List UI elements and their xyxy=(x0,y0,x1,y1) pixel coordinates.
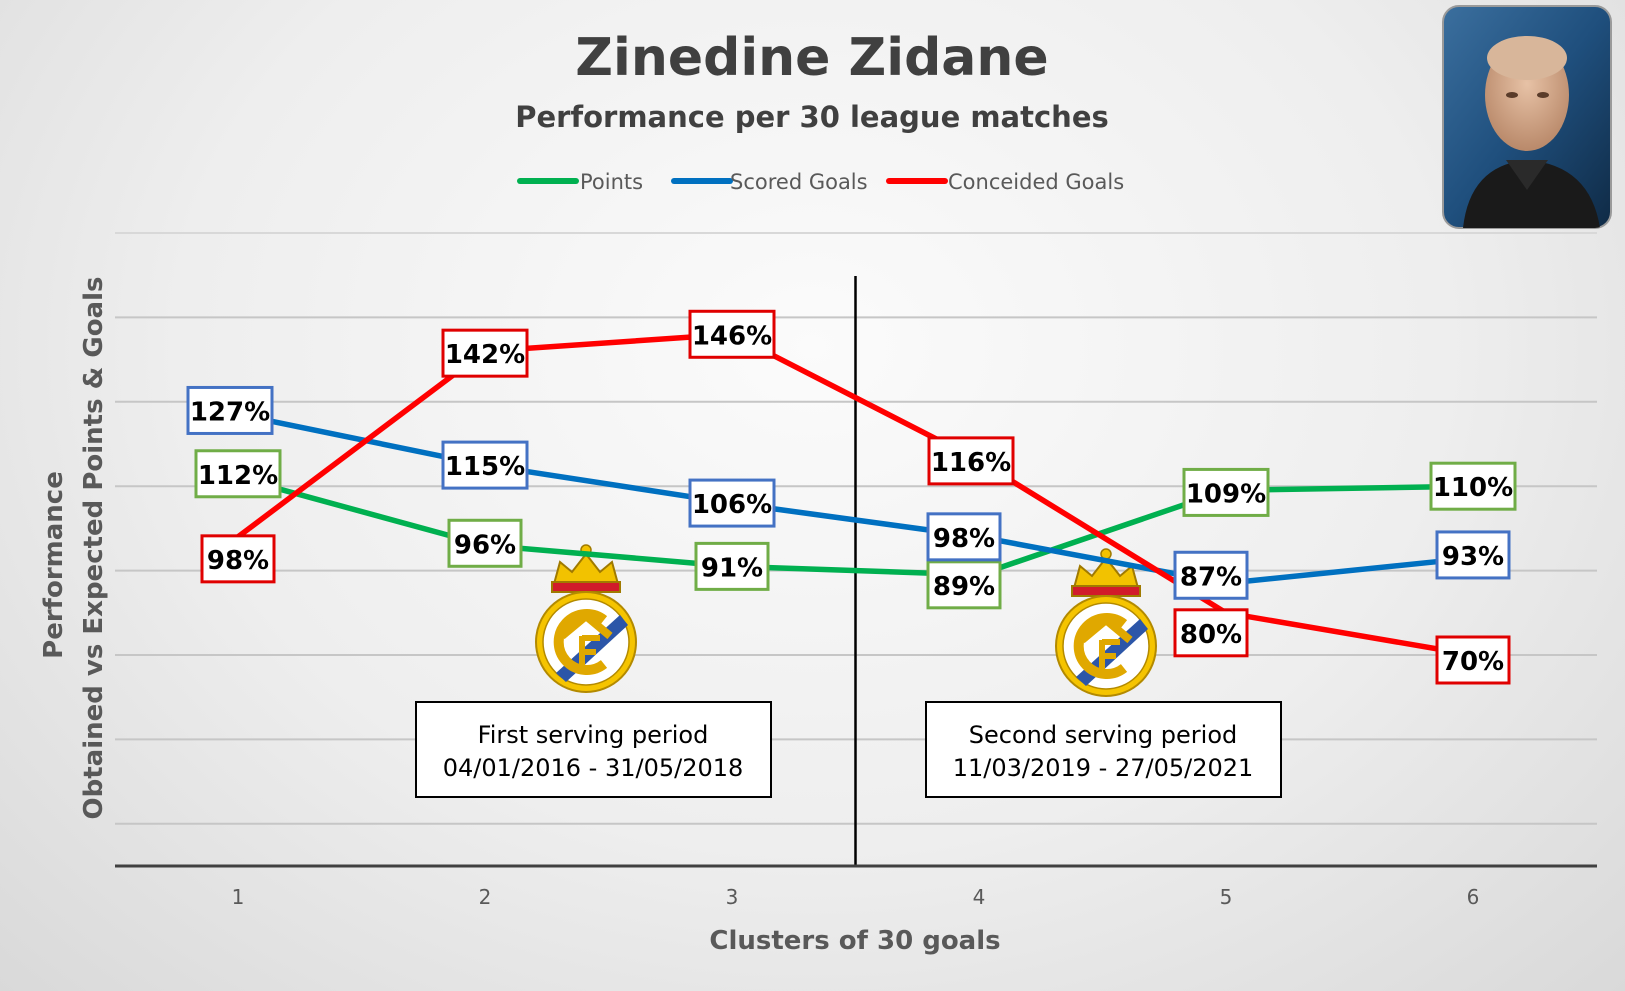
series-line xyxy=(235,331,1476,658)
second-period-title: Second serving period xyxy=(969,721,1238,749)
data-label-text: 142% xyxy=(445,340,525,370)
data-label-text: 109% xyxy=(1186,479,1266,509)
data-label-box xyxy=(1435,635,1511,685)
legend: Points Scored Goals Conceided Goals xyxy=(517,170,1124,194)
data-label-text: 115% xyxy=(445,452,525,482)
data-label-box xyxy=(927,436,1015,486)
data-label: 146% xyxy=(688,309,776,359)
data-label-text: 146% xyxy=(692,321,772,351)
data-label-text: 127% xyxy=(190,397,270,427)
data-label: 116% xyxy=(927,436,1015,486)
x-tick-label: 4 xyxy=(973,885,986,909)
real-madrid-crest-icon xyxy=(1055,548,1157,697)
data-label-box xyxy=(688,478,776,528)
x-tick-label: 6 xyxy=(1467,885,1480,909)
chart-title: Zinedine Zidane xyxy=(575,28,1048,88)
data-label: 112% xyxy=(194,449,282,499)
data-label-box xyxy=(1429,461,1517,511)
data-label-box xyxy=(688,309,776,359)
data-label-box xyxy=(441,440,529,490)
first-period-title: First serving period xyxy=(478,721,709,749)
data-label-text: 110% xyxy=(1433,473,1513,503)
legend-label: Conceided Goals xyxy=(948,170,1124,194)
data-label-text: 112% xyxy=(198,461,278,491)
data-label-text: 89% xyxy=(933,572,995,602)
data-label-text: 91% xyxy=(701,553,763,583)
data-label: 93% xyxy=(1435,530,1511,580)
x-tick-label: 3 xyxy=(726,885,739,909)
data-label: 106% xyxy=(688,478,776,528)
legend-label: Points xyxy=(580,170,643,194)
data-label: 142% xyxy=(441,328,529,378)
legend-label: Scored Goals xyxy=(730,170,868,194)
x-tick-labels: 1 2 3 4 5 6 xyxy=(232,885,1480,909)
data-label-box xyxy=(1435,530,1511,580)
period-annotations: First serving period 04/01/2016 - 31/05/… xyxy=(415,701,1282,798)
second-period-dates: 11/03/2019 - 27/05/2021 xyxy=(953,754,1254,782)
data-label: 115% xyxy=(441,440,529,490)
data-label: 70% xyxy=(1435,635,1511,685)
data-label-text: 116% xyxy=(931,448,1011,478)
x-axis-title: Clusters of 30 goals xyxy=(709,926,1000,956)
first-period-dates: 04/01/2016 - 31/05/2018 xyxy=(443,754,744,782)
chart-subtitle: Performance per 30 league matches xyxy=(515,100,1109,134)
data-label-box xyxy=(1173,608,1249,658)
data-label: 91% xyxy=(694,541,770,591)
data-label-box xyxy=(1182,467,1270,517)
data-label: 110% xyxy=(1429,461,1517,511)
data-label-text: 98% xyxy=(933,524,995,554)
data-label-box xyxy=(926,560,1002,610)
data-label: 98% xyxy=(200,534,276,584)
data-label-text: 87% xyxy=(1180,562,1242,592)
data-label: 89% xyxy=(926,560,1002,610)
data-label-box xyxy=(441,328,529,378)
data-label-text: 98% xyxy=(207,546,269,576)
data-label-box xyxy=(200,534,276,584)
data-label: 98% xyxy=(926,512,1002,562)
data-label-box xyxy=(194,449,282,499)
data-label-text: 80% xyxy=(1180,620,1242,650)
data-label: 96% xyxy=(447,518,523,568)
y-axis-title-line2: Obtained vs Expected Points & Goals xyxy=(79,277,109,820)
data-labels: 112% 96% 91% 89% 109% 110% 127% 115% 106% 98% 87% 9… xyxy=(186,309,1517,685)
data-label: 80% xyxy=(1173,608,1249,658)
second-period-box: Second serving period 11/03/2019 - 27/05… xyxy=(925,701,1282,798)
data-label-text: 93% xyxy=(1442,542,1504,572)
data-label-box xyxy=(186,385,274,435)
data-label-text: 96% xyxy=(454,530,516,560)
data-label: 87% xyxy=(1173,550,1249,600)
x-tick-label: 2 xyxy=(479,885,492,909)
club-logos xyxy=(535,544,1157,697)
data-label-text: 106% xyxy=(692,490,772,520)
data-label-box xyxy=(1173,550,1249,600)
first-period-box: First serving period 04/01/2016 - 31/05/… xyxy=(415,701,772,798)
y-axis-title-line1: Performance xyxy=(39,471,69,659)
data-label: 127% xyxy=(186,385,274,435)
portrait-photo xyxy=(1442,5,1612,229)
real-madrid-crest-icon xyxy=(535,544,637,693)
data-label-text: 70% xyxy=(1442,647,1504,677)
x-tick-label: 1 xyxy=(232,885,245,909)
data-label-box xyxy=(694,541,770,591)
data-label: 109% xyxy=(1182,467,1270,517)
x-tick-label: 5 xyxy=(1220,885,1233,909)
data-label-box xyxy=(447,518,523,568)
data-label-box xyxy=(926,512,1002,562)
